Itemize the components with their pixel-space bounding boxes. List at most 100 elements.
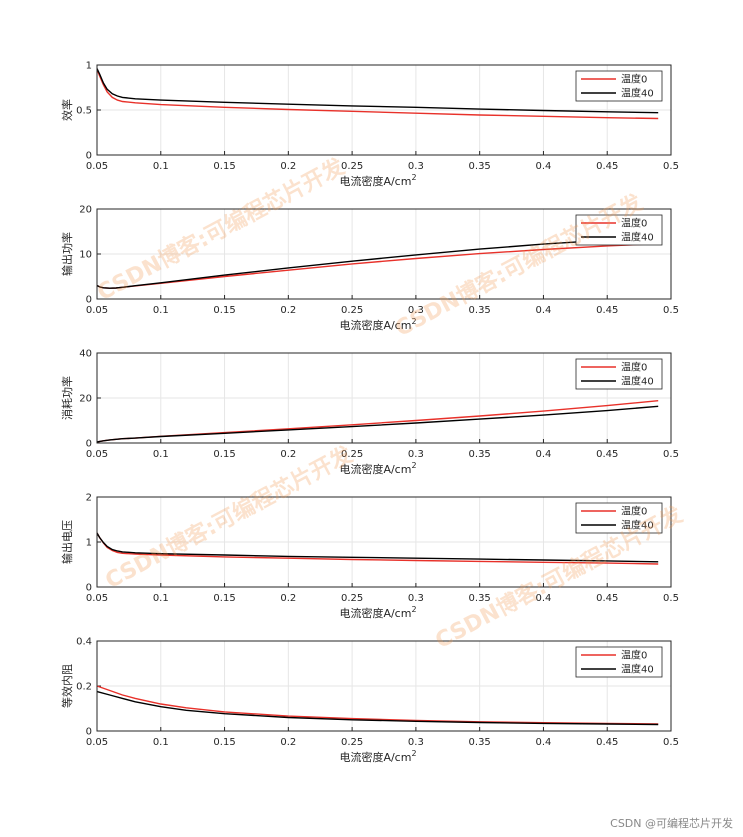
x-axis-label-superscript: 2 xyxy=(411,461,416,470)
x-tick-label: 0.3 xyxy=(408,305,424,316)
legend-box xyxy=(575,214,663,246)
x-tick-label: 0.1 xyxy=(153,305,169,316)
legend-entry-label: 温度0 xyxy=(621,217,647,230)
x-axis-label: 电流密度A/cm2 xyxy=(339,749,416,764)
x-tick-label: 0.1 xyxy=(153,161,169,172)
axes-box xyxy=(96,496,672,588)
series-line-temp40 xyxy=(96,68,659,114)
x-tick-label: 0.5 xyxy=(663,161,679,172)
x-tick-label: 0.05 xyxy=(86,449,108,460)
x-tick-label: 0.5 xyxy=(663,449,679,460)
axes-box xyxy=(96,352,672,444)
x-tick-label: 0.15 xyxy=(213,161,235,172)
x-tick-label: 0.4 xyxy=(535,161,551,172)
x-tick-label: 0.3 xyxy=(408,737,424,748)
series-line-temp0 xyxy=(96,69,659,120)
x-tick-label: 0.45 xyxy=(596,593,618,604)
x-tick-label: 0.4 xyxy=(535,737,551,748)
y-tick-label: 0 xyxy=(86,151,92,162)
x-tick-label: 0.35 xyxy=(469,305,491,316)
x-tick-label: 0.4 xyxy=(535,593,551,604)
y-axis-label: 输出功率 xyxy=(60,232,74,276)
subplot-4: 0.05 0.1 0.15 0.2 0.25 0.3 0.35 0.4 0.45 0.5012电流… xyxy=(60,493,679,621)
subplot-3: 0.05 0.1 0.15 0.2 0.25 0.3 0.35 0.4 0.45 0.5 0 20 40… xyxy=(60,349,679,477)
x-tick-label: 0.2 xyxy=(280,593,296,604)
legend-entry-label: 温度0 xyxy=(621,505,647,518)
x-tick-label: 0.05 xyxy=(86,593,108,604)
x-tick-label: 0.1 xyxy=(153,449,169,460)
legend-entry-label: 温度0 xyxy=(621,649,647,662)
x-tick-label: 0.45 xyxy=(596,737,618,748)
axes-box xyxy=(96,640,672,732)
x-axis-label: 电流密度A/cm2 xyxy=(339,605,416,620)
axes-box xyxy=(96,64,672,156)
x-tick-label: 0.35 xyxy=(469,449,491,460)
series-line-temp40 xyxy=(96,236,659,289)
y-tick-label: 20 xyxy=(79,394,92,405)
legend-entry-label: 温度0 xyxy=(621,73,647,86)
legend-entry-label: 温度0 xyxy=(621,361,647,374)
x-tick-label: 0.5 xyxy=(663,737,679,748)
y-tick-label: 0 xyxy=(86,583,92,594)
x-tick-label: 0.4 xyxy=(535,449,551,460)
x-tick-label: 0.4 xyxy=(535,305,551,316)
y-axis-label: 输出电压 xyxy=(60,520,74,564)
series-line-temp40 xyxy=(96,690,659,726)
x-tick-label: 0.3 xyxy=(408,449,424,460)
y-tick-label: 10 xyxy=(79,250,92,261)
series-line-temp40 xyxy=(96,532,659,563)
footer-credit: CSDN @可编程芯片开发 xyxy=(610,817,733,830)
x-tick-label: 0.05 xyxy=(86,305,108,316)
x-tick-label: 0.2 xyxy=(280,449,296,460)
subplot-2: 0.05 0.1 0.15 0.2 0.25 0.3 0.35 0.4 0.45 0.5 0 10 20… xyxy=(60,205,679,333)
legend-box xyxy=(575,70,663,102)
x-tick-label: 0.2 xyxy=(280,161,296,172)
x-tick-label: 0.45 xyxy=(596,161,618,172)
y-tick-label: 1 xyxy=(86,61,92,72)
y-tick-label: 2 xyxy=(86,493,92,504)
y-tick-label: 0.2 xyxy=(76,682,92,693)
x-axis-label-superscript: 2 xyxy=(411,605,416,614)
y-tick-label: 0 xyxy=(86,727,92,738)
x-tick-label: 0.15 xyxy=(213,305,235,316)
x-tick-label: 0.35 xyxy=(469,593,491,604)
x-tick-label: 0.25 xyxy=(341,737,363,748)
legend-box xyxy=(575,358,663,390)
x-tick-label: 0.25 xyxy=(341,305,363,316)
y-tick-label: 0.5 xyxy=(76,106,92,117)
x-axis-label-superscript: 2 xyxy=(411,173,416,182)
x-tick-label: 0.25 xyxy=(341,593,363,604)
y-axis-label: 效率 xyxy=(60,99,74,121)
x-axis-label: 电流密度A/cm2 xyxy=(339,461,416,476)
x-tick-label: 0.5 xyxy=(663,305,679,316)
axes-box xyxy=(96,208,672,300)
x-tick-label: 0.25 xyxy=(341,161,363,172)
x-tick-label: 0.05 xyxy=(86,737,108,748)
x-axis-label-text: 电流密度A/cm xyxy=(339,174,411,188)
y-tick-label: 1 xyxy=(86,538,92,549)
x-tick-label: 0.3 xyxy=(408,593,424,604)
subplot-5: 0.05 0.1 0.15 0.2 0.25 0.3 0.35 0.4 0.45 0.5 0 0.2 0… xyxy=(60,637,679,765)
x-tick-label: 0.1 xyxy=(153,593,169,604)
legend-entry-label: 温度40 xyxy=(621,87,654,100)
series-line-temp40 xyxy=(96,405,659,443)
x-axis-label-text: 电流密度A/cm xyxy=(339,318,411,332)
x-axis-label-superscript: 2 xyxy=(411,749,416,758)
legend-box xyxy=(575,502,663,534)
x-tick-label: 0.35 xyxy=(469,161,491,172)
y-tick-label: 0 xyxy=(86,295,92,306)
y-tick-label: 0.4 xyxy=(76,637,92,648)
x-tick-label: 0.35 xyxy=(469,737,491,748)
y-tick-label: 40 xyxy=(79,349,92,360)
y-axis-label: 等效内阻 xyxy=(60,664,74,708)
x-axis-label-text: 电流密度A/cm xyxy=(339,606,411,620)
x-tick-label: 0.2 xyxy=(280,737,296,748)
legend-box xyxy=(575,646,663,678)
legend-entry-label: 温度40 xyxy=(621,663,654,676)
x-tick-label: 0.05 xyxy=(86,161,108,172)
